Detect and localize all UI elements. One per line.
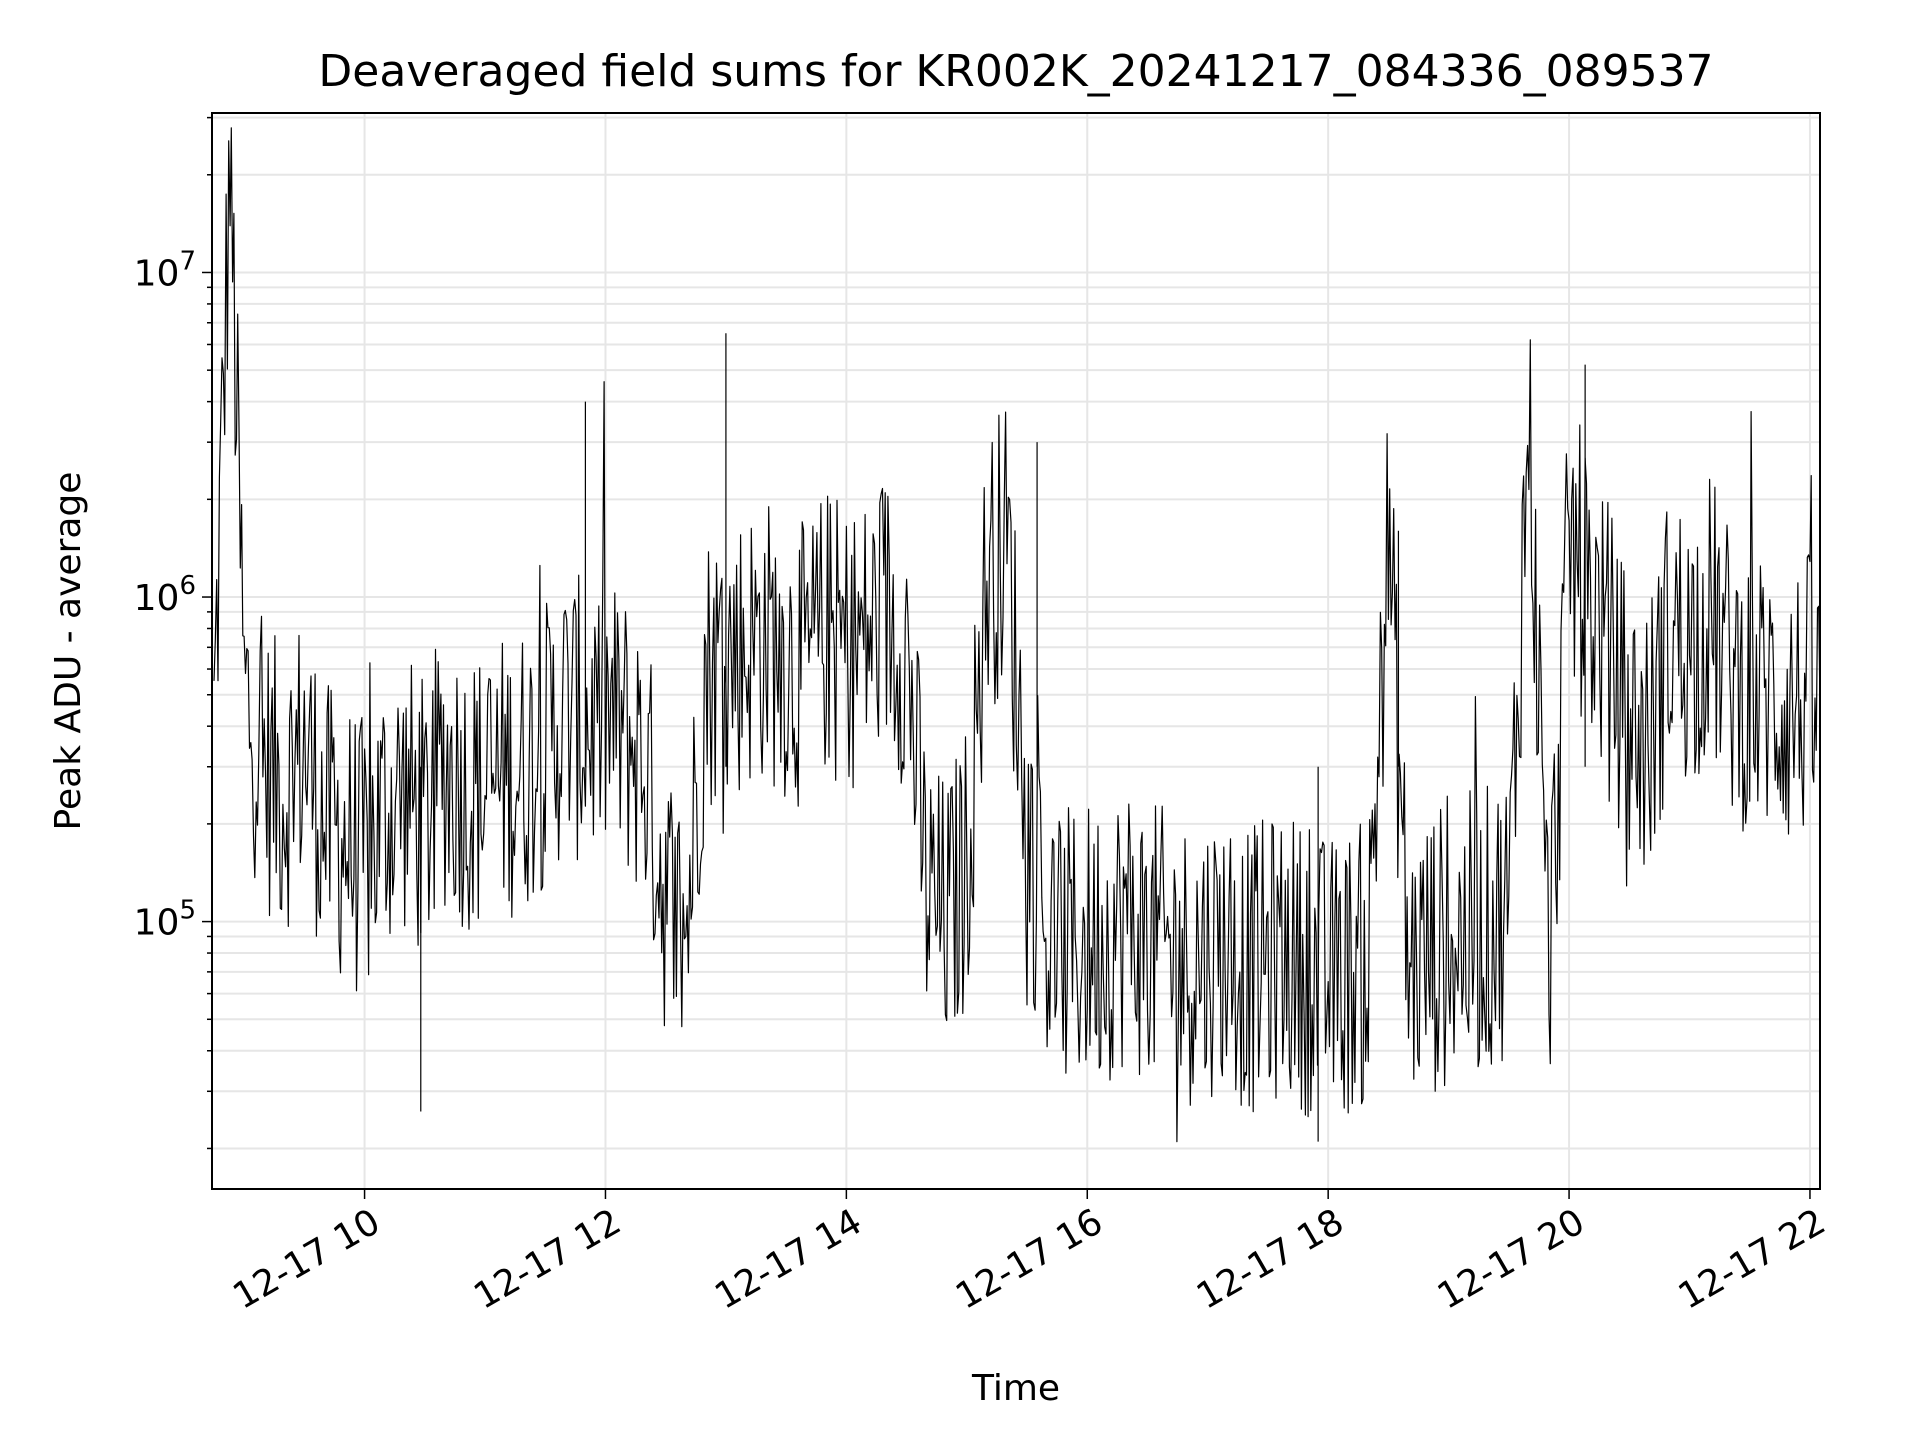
x-axis-label: Time <box>971 1368 1060 1409</box>
y-tick-label: 107 <box>134 246 196 294</box>
tick-layer: 12-17 10 12-17 12 12-17 14 12-17 16 12-17 18… <box>134 116 1833 1318</box>
y-tick-label: 106 <box>134 571 196 619</box>
x-tick-label: 12-17 22 <box>1672 1201 1833 1317</box>
chart-title: Deaveraged field sums for KR002K_2024121… <box>318 46 1713 97</box>
y-axis-label: Peak ADU - average <box>48 472 89 831</box>
x-tick-label: 12-17 14 <box>708 1201 869 1317</box>
data-layer <box>213 127 1821 1143</box>
x-tick-label: 12-17 20 <box>1431 1201 1592 1317</box>
x-tick-label: 12-17 16 <box>949 1201 1110 1317</box>
y-tick-label: 105 <box>134 896 196 944</box>
series-line <box>213 127 1821 1143</box>
plot-frame <box>211 112 1821 1190</box>
x-tick-label: 12-17 12 <box>467 1201 628 1317</box>
x-tick-label: 12-17 10 <box>226 1201 387 1317</box>
x-tick-label: 12-17 18 <box>1190 1201 1351 1317</box>
